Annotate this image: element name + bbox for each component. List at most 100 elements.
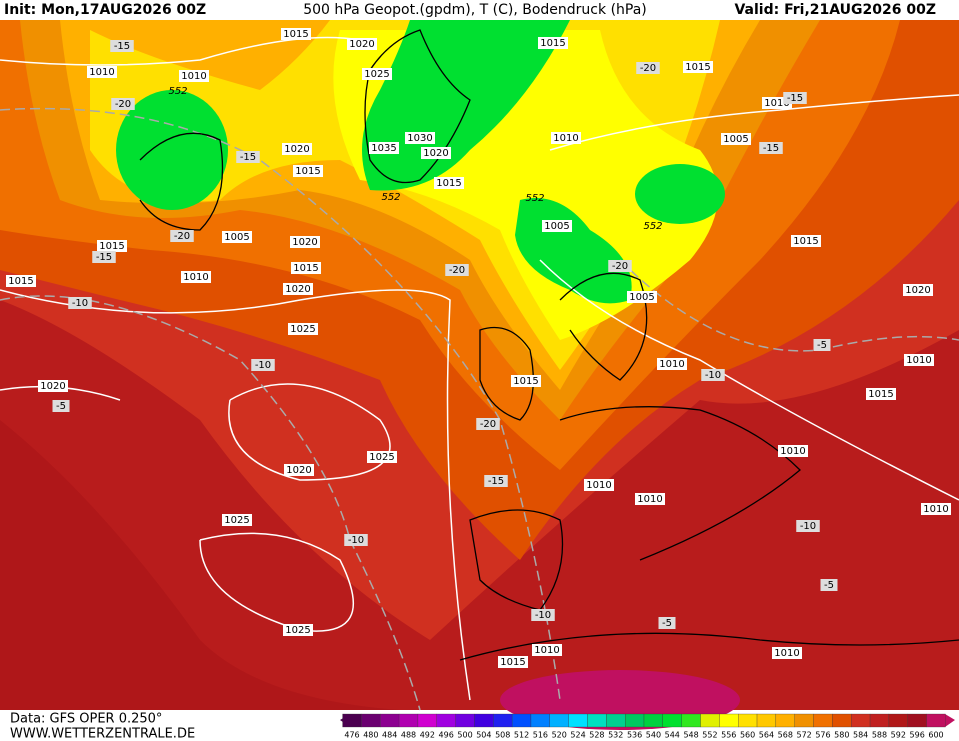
legend-swatch — [361, 713, 381, 728]
legend-label: 580 — [834, 731, 849, 740]
legend-swatch — [511, 713, 532, 728]
isobar-label-box — [38, 380, 68, 392]
isobar-label: 1010 — [659, 359, 684, 370]
isobar-label: 1015 — [540, 38, 565, 49]
legend-swatch — [625, 713, 645, 728]
isobar-label-box — [282, 143, 312, 155]
isobar-label: 1010 — [586, 480, 611, 491]
isobar-label: 1025 — [369, 452, 394, 463]
color-legend: 476 480 484 488 492 496 500 504 508 512 516 520 524 5… — [342, 713, 946, 740]
temperature-label: -20 — [115, 99, 131, 110]
temperature-label: -10 — [800, 521, 816, 532]
temperature-label: -5 — [817, 340, 827, 351]
isobar-label: 1010 — [923, 504, 948, 515]
isobar-label: 1005 — [544, 221, 569, 232]
isobar-label: 1015 — [513, 376, 538, 387]
legend-label: 488 — [401, 731, 416, 740]
isobar-label: 1025 — [364, 69, 389, 80]
temperature-label-box — [783, 92, 807, 104]
legend-swatch — [436, 713, 456, 728]
contour-labels: 1015 1020 1010 1010 1025 1015 1015 1010 1010 1005… — [6, 28, 951, 668]
isobar-label: 1015 — [868, 389, 893, 400]
isobar-label-box — [222, 231, 252, 243]
isobar-label: 1005 — [723, 134, 748, 145]
legend-swatch — [775, 713, 795, 728]
isobar-label-box — [281, 28, 311, 40]
isobar-label-box — [293, 165, 323, 177]
legend-swatch — [813, 713, 833, 728]
isobar-label: 1010 — [534, 645, 559, 656]
isobar-label-box — [772, 647, 802, 659]
isobar-label-box — [347, 38, 377, 50]
isobar-label-box — [511, 375, 541, 387]
temperature-label: -10 — [348, 535, 364, 546]
legend-swatch — [681, 713, 701, 728]
isobar-label: 1010 — [906, 355, 931, 366]
temperature-label: -20 — [449, 265, 465, 276]
isobar-label-box — [421, 147, 451, 159]
isobar-label-box — [921, 503, 951, 515]
isobar-label-box — [283, 624, 313, 636]
isotherms — [0, 107, 959, 711]
temperature-label: -15 — [763, 143, 779, 154]
isobar-label: 1010 — [637, 494, 662, 505]
legend-arrow-right — [945, 714, 955, 727]
temperature-label: -15 — [787, 93, 803, 104]
legend-label: 576 — [815, 731, 830, 740]
legend-label: 496 — [439, 731, 454, 740]
isobar-label: 1015 — [283, 29, 308, 40]
isobar-label-box — [904, 354, 934, 366]
temperature-label-box — [636, 62, 660, 74]
legend-label: 592 — [891, 731, 906, 740]
legend-swatch — [738, 713, 758, 728]
isobar-label-box — [290, 236, 320, 248]
legend-swatch — [606, 713, 626, 728]
legend-label: 600 — [928, 731, 943, 740]
isobar-label-box — [87, 66, 117, 78]
height-label: 552 — [168, 86, 187, 97]
legend-label: 520 — [552, 731, 567, 740]
temperature-label: -15 — [114, 41, 130, 52]
legend-label: 596 — [910, 731, 925, 740]
legend-label: 508 — [495, 731, 510, 740]
isobar-label: 1005 — [629, 292, 654, 303]
temperature-label-box — [796, 520, 820, 532]
temperature-label-box — [531, 609, 555, 621]
coastlines — [139, 29, 959, 661]
isobar-label: 1010 — [764, 98, 789, 109]
isobar-label-box — [721, 133, 751, 145]
isobar-label: 1020 — [905, 285, 930, 296]
map-title: 500 hPa Geopot.(gpdm), T (C), Bodendruck… — [303, 2, 647, 18]
isobar-label-box — [627, 291, 657, 303]
temperature-label: -5 — [824, 580, 834, 591]
height-label: 552 — [525, 193, 544, 204]
isobar-label-box — [405, 132, 435, 144]
valid-time: Valid: Fri,21AUG2026 00Z — [734, 2, 936, 18]
isobar-label-box — [683, 61, 713, 73]
isobar-label: 1020 — [349, 39, 374, 50]
legend-swatch — [851, 713, 871, 728]
temperature-label-box — [445, 264, 469, 276]
isobar-label-box — [532, 644, 562, 656]
isobar-label: 1015 — [793, 236, 818, 247]
isobar-label: 1015 — [8, 276, 33, 287]
isobar-label-box — [283, 283, 313, 295]
legend-swatch — [832, 713, 852, 728]
isobar-label: 1020 — [40, 381, 65, 392]
temperature-label-box — [701, 369, 725, 381]
isobar-label: 1010 — [780, 446, 805, 457]
isobar-label-box — [284, 464, 314, 476]
isobar-label: 1010 — [774, 648, 799, 659]
temperature-label-box — [820, 579, 838, 591]
legend-label: 536 — [627, 731, 642, 740]
isobar-label-box — [551, 132, 581, 144]
temperature-label-box — [344, 534, 368, 546]
isobar-label-box — [362, 68, 392, 80]
legend-label: 492 — [420, 731, 435, 740]
legend-label: 584 — [853, 731, 868, 740]
temperature-label: -20 — [612, 261, 628, 272]
temperature-label: -5 — [662, 618, 672, 629]
legend-label: 548 — [683, 731, 698, 740]
height-label: 552 — [643, 221, 662, 232]
